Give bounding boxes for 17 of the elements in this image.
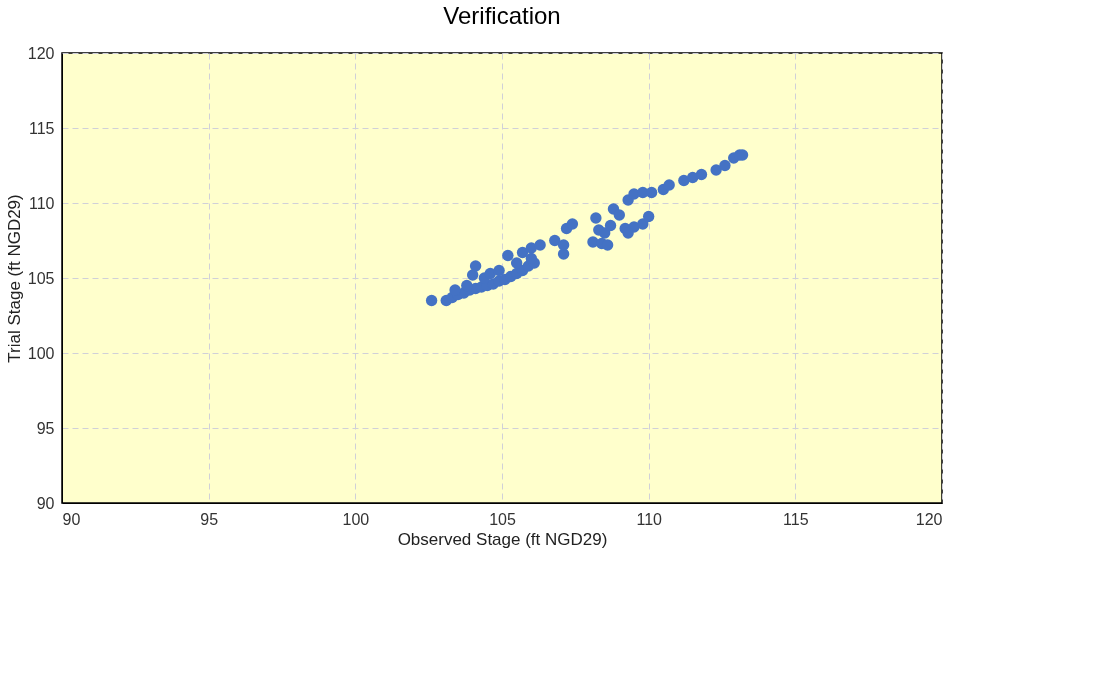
x-tick-label: 90 [62, 510, 81, 528]
y-tick-label: 120 [27, 44, 55, 62]
y-tick-label: 100 [27, 344, 55, 362]
y-tick-label: 110 [28, 194, 55, 212]
x-tick-label: 95 [200, 510, 219, 528]
x-axis-title: Observed Stage (ft NGD29) [397, 529, 608, 549]
x-tick-label: 115 [783, 510, 809, 528]
x-tick-label: 105 [489, 510, 516, 528]
x-tick-label: 110 [636, 510, 663, 528]
x-tick-label: 120 [915, 510, 943, 528]
y-tick-label: 95 [36, 419, 55, 437]
y-axis-title: Trial Stage (ft NGD29) [4, 194, 24, 363]
x-tick-label: 100 [342, 510, 370, 528]
y-tick-label: 105 [27, 269, 55, 287]
y-tick-label: 115 [28, 119, 55, 137]
y-tick-label: 90 [36, 494, 55, 512]
chart-title: Verification [443, 2, 561, 29]
